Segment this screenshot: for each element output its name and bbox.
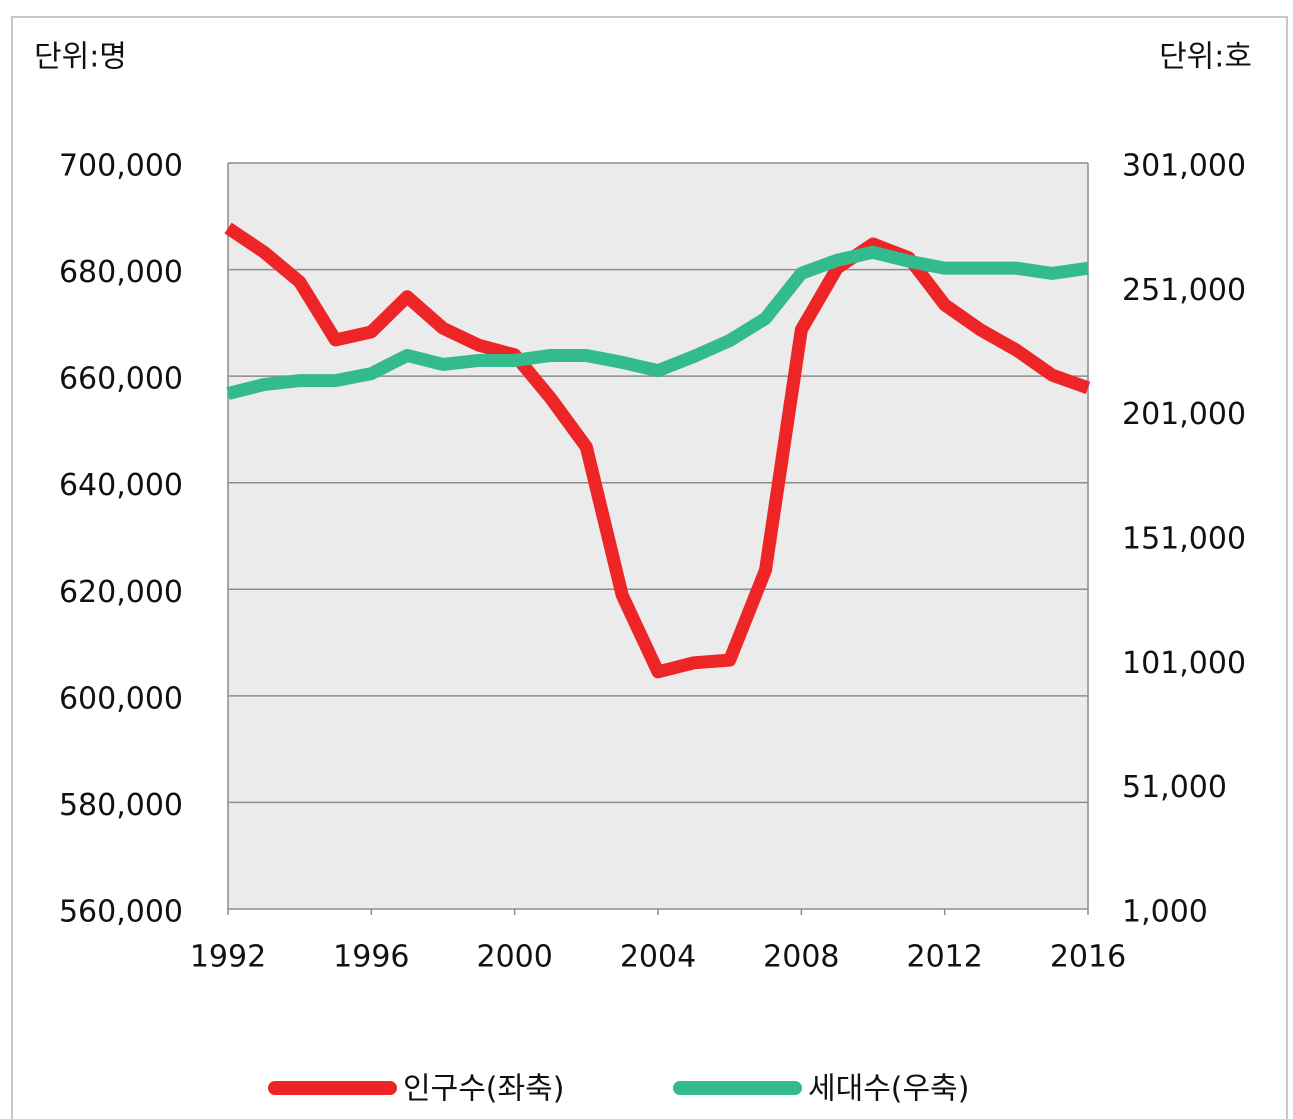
y-tick-label: 700,000 [59,149,183,184]
series-line [226,245,1089,400]
y-tick-label: 600,000 [59,681,183,716]
x-tick-label: 2000 [476,940,552,975]
y-tick-label: 620,000 [59,575,183,610]
y2-tick-label: 151,000 [1122,522,1246,557]
x-tick-label: 1992 [190,940,266,975]
series-line [224,222,1091,679]
plot-area [228,163,1088,909]
x-tick-label: 2012 [906,940,982,975]
y-tick-label: 680,000 [59,255,183,290]
y-tick-label: 640,000 [59,468,183,503]
x-tick-label: 2008 [763,940,839,975]
y2-tick-label: 201,000 [1122,397,1246,432]
x-tick-label: 1996 [333,940,409,975]
x-tick-label: 2016 [1050,940,1126,975]
y-tick-label: 580,000 [59,788,183,823]
legend-label: 세대수(우축) [808,1072,969,1107]
left-unit: 단위:명 [34,40,127,75]
y-tick-label: 560,000 [59,895,183,930]
y2-tick-label: 1,000 [1122,895,1208,930]
right-unit: 단위:호 [1159,40,1252,75]
legend-label: 인구수(좌축) [403,1072,564,1107]
y-tick-label: 660,000 [59,362,183,397]
x-tick-label: 2004 [620,940,696,975]
y2-tick-label: 51,000 [1122,770,1227,805]
y2-tick-label: 301,000 [1122,149,1246,184]
y2-tick-label: 101,000 [1122,646,1246,681]
y2-tick-label: 251,000 [1122,273,1246,308]
